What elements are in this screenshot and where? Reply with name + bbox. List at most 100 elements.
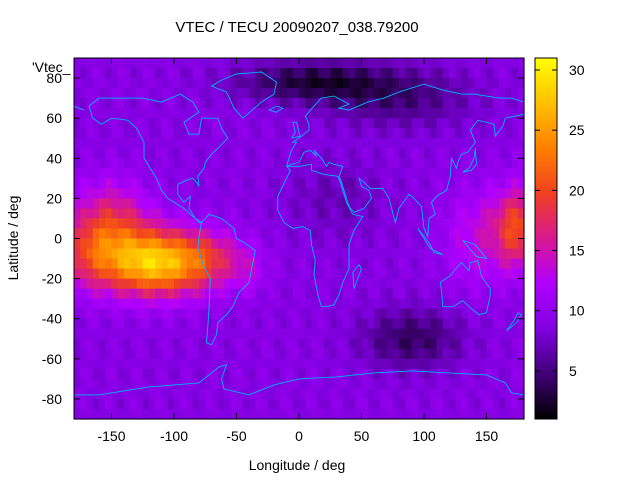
heatmap-cell	[155, 198, 163, 210]
heatmap-cell	[511, 188, 519, 199]
heatmap-cell	[199, 268, 206, 280]
heatmap-cell	[267, 148, 275, 159]
heatmap-cell	[161, 208, 169, 220]
heatmap-cell	[511, 68, 519, 79]
heatmap-cell	[492, 88, 500, 99]
heatmap-cell	[405, 238, 413, 250]
heatmap-cell	[511, 378, 519, 390]
heatmap-cell	[142, 408, 150, 420]
heatmap-cell	[474, 348, 481, 360]
heatmap-cell	[105, 408, 113, 420]
heatmap-cell	[286, 98, 294, 109]
heatmap-cell	[180, 388, 188, 400]
heatmap-cell	[405, 308, 413, 320]
heatmap-cell	[236, 188, 244, 199]
heatmap-cell	[261, 238, 269, 250]
heatmap-cell	[274, 308, 281, 320]
heatmap-cell	[430, 188, 438, 199]
heatmap-cell	[517, 328, 525, 340]
heatmap-cell	[442, 178, 450, 189]
heatmap-cell	[99, 408, 106, 420]
heatmap-cell	[74, 178, 81, 189]
heatmap-cell	[286, 398, 294, 410]
heatmap-cell	[399, 118, 406, 129]
heatmap-cell	[411, 188, 419, 199]
heatmap-cell	[499, 198, 506, 210]
heatmap-cell	[217, 398, 225, 410]
heatmap-cell	[486, 348, 494, 360]
heatmap-cell	[374, 328, 381, 340]
heatmap-cell	[317, 288, 325, 300]
heatmap-cell	[411, 318, 419, 330]
heatmap-cell	[136, 168, 144, 179]
heatmap-cell	[149, 298, 156, 310]
heatmap-cell	[92, 188, 100, 199]
heatmap-cell	[174, 138, 181, 149]
heatmap-cell	[105, 298, 113, 310]
heatmap-cell	[299, 128, 306, 139]
heatmap-cell	[299, 178, 306, 189]
heatmap-cell	[480, 68, 488, 79]
heatmap-cell	[417, 398, 425, 410]
heatmap-cell	[199, 188, 206, 199]
heatmap-cell	[286, 298, 294, 310]
heatmap-cell	[342, 408, 350, 420]
heatmap-cell	[161, 188, 169, 199]
heatmap-cell	[399, 278, 406, 290]
heatmap-cell	[155, 248, 163, 260]
heatmap-cell	[274, 228, 281, 240]
heatmap-cell	[136, 308, 144, 320]
heatmap-cell	[255, 168, 263, 179]
heatmap-cell	[111, 148, 119, 159]
heatmap-cell	[474, 338, 481, 350]
heatmap-cell	[274, 168, 281, 179]
heatmap-cell	[236, 308, 244, 320]
heatmap-cell	[386, 238, 394, 250]
heatmap-cell	[242, 348, 250, 360]
heatmap-cell	[86, 218, 94, 230]
heatmap-cell	[392, 338, 400, 350]
heatmap-cell	[361, 398, 369, 410]
heatmap-cell	[205, 128, 213, 139]
heatmap-cell	[324, 318, 331, 330]
heatmap-cell	[430, 348, 438, 360]
heatmap-cell	[205, 398, 213, 410]
heatmap-cell	[224, 358, 231, 370]
heatmap-cell	[361, 248, 369, 260]
heatmap-cell	[361, 298, 369, 310]
heatmap-cell	[286, 78, 294, 89]
heatmap-cell	[130, 388, 138, 400]
heatmap-cell	[217, 228, 225, 240]
heatmap-cell	[342, 258, 350, 270]
heatmap-cell	[299, 78, 306, 89]
heatmap-cell	[505, 198, 513, 210]
heatmap-cell	[511, 58, 519, 69]
heatmap-cell	[286, 198, 294, 210]
heatmap-cell	[111, 98, 119, 109]
heatmap-cell	[92, 238, 100, 250]
heatmap-cell	[99, 228, 106, 240]
heatmap-cell	[205, 248, 213, 260]
heatmap-cell	[442, 218, 450, 230]
heatmap-cell	[355, 118, 363, 129]
heatmap-cell	[355, 338, 363, 350]
heatmap-cell	[449, 278, 456, 290]
heatmap-cell	[355, 378, 363, 390]
heatmap-cell	[174, 88, 181, 99]
heatmap-cell	[461, 128, 469, 139]
heatmap-cell	[199, 258, 206, 270]
heatmap-cell	[336, 348, 344, 360]
heatmap-cell	[330, 258, 338, 270]
heatmap-cell	[267, 368, 275, 380]
heatmap-cell	[192, 348, 200, 360]
heatmap-cell	[417, 368, 425, 380]
heatmap-cell	[374, 128, 381, 139]
heatmap-cell	[92, 328, 100, 340]
heatmap-cell	[217, 138, 225, 149]
heatmap-cell	[286, 378, 294, 390]
heatmap-cell	[211, 348, 219, 360]
heatmap-cell	[74, 208, 81, 220]
heatmap-cell	[455, 388, 463, 400]
heatmap-cell	[349, 408, 356, 420]
heatmap-cell	[286, 118, 294, 129]
